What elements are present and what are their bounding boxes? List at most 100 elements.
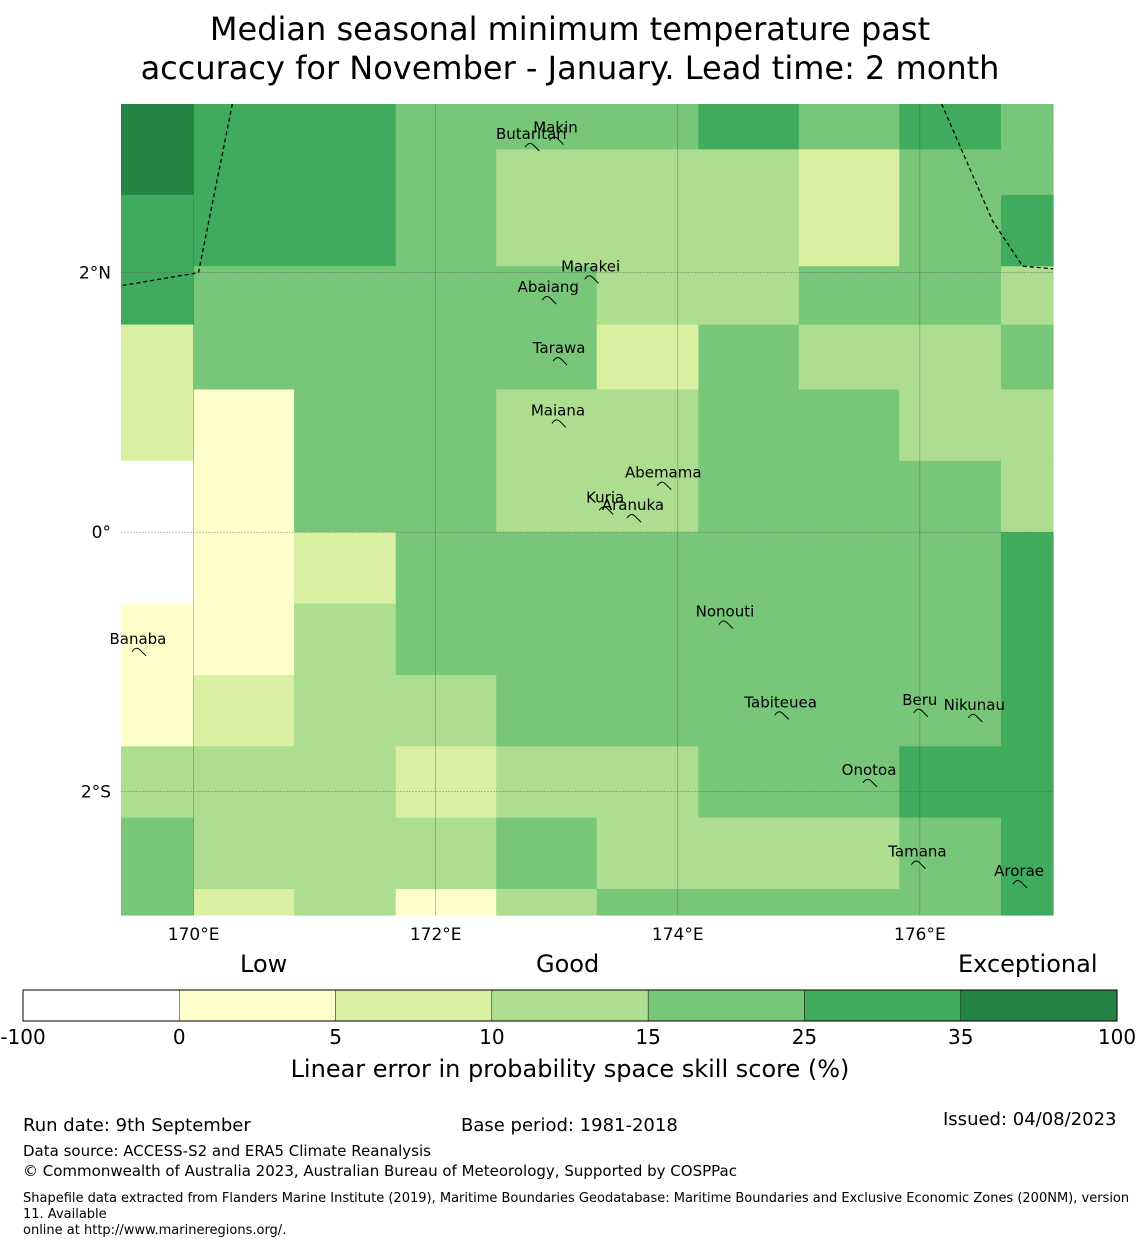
- skill-cell: [899, 194, 1002, 267]
- skill-cell: [121, 104, 195, 151]
- colorbar-tick-label: -100: [0, 1025, 45, 1049]
- skill-cell: [1000, 324, 1054, 391]
- skill-cell: [1000, 603, 1054, 676]
- island-label: Tamana: [887, 843, 946, 861]
- island-label: Onotoa: [842, 761, 897, 779]
- island-outline: [774, 711, 790, 720]
- skill-cell: [798, 532, 900, 605]
- colorbar-tick-label: 25: [792, 1025, 817, 1049]
- skill-cell: [121, 149, 195, 196]
- skill-cell: [798, 389, 900, 462]
- skill-cell: [1000, 104, 1054, 151]
- skill-cell: [395, 104, 497, 151]
- island-label: Makin: [533, 119, 578, 137]
- skill-cell: [193, 674, 295, 747]
- island-outline: [913, 708, 929, 718]
- colorbar-segment: [335, 989, 493, 1022]
- skill-cell: [596, 266, 699, 326]
- shapefile-credit-line-2: online at http://www.marineregions.org/.: [23, 1223, 287, 1238]
- colorbar-segment: [804, 989, 961, 1022]
- island-outline: [656, 481, 672, 491]
- skill-cell: [395, 389, 497, 462]
- skill-cell: [596, 746, 699, 819]
- colorbar-frame: [22, 989, 1118, 1022]
- skill-cell: [899, 460, 1002, 533]
- skill-cell: [1000, 266, 1054, 326]
- skill-cell: [899, 817, 1002, 890]
- island-label: Beru: [902, 691, 937, 709]
- colorbar-segment: [491, 989, 649, 1022]
- colorbar-tick-label: 10: [479, 1025, 504, 1049]
- skill-cell: [899, 389, 1002, 462]
- island-label: Nonouti: [696, 603, 755, 621]
- longitude-tick-label: 172°E: [410, 925, 462, 945]
- skill-cell: [193, 266, 295, 326]
- skill-cell: [899, 266, 1002, 326]
- skill-cell: [193, 194, 295, 267]
- skill-cell: [596, 194, 699, 267]
- skill-cell: [496, 603, 598, 676]
- skill-cell: [596, 532, 699, 605]
- skill-cell: [596, 817, 699, 890]
- island-outline: [718, 620, 734, 629]
- skill-cell: [899, 149, 1002, 196]
- skill-cell: [698, 674, 800, 747]
- skill-cell: [121, 603, 195, 676]
- colorbar-tick-label: 100: [1098, 1025, 1136, 1049]
- skill-cell: [121, 389, 195, 462]
- skill-cell: [496, 889, 598, 916]
- skill-cell: [596, 460, 699, 533]
- eez-boundary-east: [941, 103, 1054, 270]
- skill-cell: [496, 746, 598, 819]
- skill-cell: [294, 104, 397, 151]
- island-outline: [598, 506, 614, 515]
- skill-cell: [899, 746, 1002, 819]
- title-line-2: accuracy for November - January. Lead ti…: [140, 49, 1000, 87]
- colorbar-title: Linear error in probability space skill …: [291, 1055, 850, 1083]
- skill-cell: [698, 104, 800, 151]
- skill-cell: [496, 149, 598, 196]
- colorbar-segment: [179, 989, 336, 1022]
- skill-cell: [1000, 460, 1054, 533]
- skill-cell: [798, 149, 900, 196]
- island-outline: [1012, 879, 1028, 889]
- skill-cell: [395, 324, 497, 391]
- island-outline: [911, 860, 926, 869]
- skill-cell: [193, 389, 295, 462]
- skill-cell: [294, 149, 397, 196]
- skill-cell: [294, 266, 397, 326]
- skill-cell: [395, 266, 497, 326]
- skill-cell: [496, 389, 598, 462]
- island-outline: [626, 514, 642, 523]
- island-label: Kuria: [586, 488, 624, 506]
- island-outline: [862, 778, 878, 788]
- skill-cell: [496, 532, 598, 605]
- skill-cell: [1000, 746, 1054, 819]
- skill-cell: [798, 603, 900, 676]
- skill-cell: [899, 532, 1002, 605]
- colorbar-segment: [22, 989, 180, 1022]
- island-label: Tabiteuea: [743, 693, 817, 711]
- skill-cell: [1000, 389, 1054, 462]
- skill-cell: [294, 603, 397, 676]
- skill-cell: [496, 460, 598, 533]
- skill-cell: [193, 104, 295, 151]
- skill-cell: [899, 603, 1002, 676]
- skill-cell: [395, 532, 497, 605]
- colorbar-category-good: Good: [536, 950, 600, 978]
- skill-cell: [596, 674, 699, 747]
- skill-cell: [193, 149, 295, 196]
- skill-cell: [294, 674, 397, 747]
- island-label: Arorae: [994, 862, 1044, 880]
- skill-cell: [698, 817, 800, 890]
- island-outline: [131, 647, 147, 657]
- island-label: Abaiang: [518, 278, 579, 296]
- skill-cell: [899, 889, 1002, 916]
- skill-cell: [395, 149, 497, 196]
- skill-cell: [496, 817, 598, 890]
- island-outline: [552, 357, 568, 366]
- longitude-tick-label: 176°E: [894, 925, 946, 945]
- skill-cell: [698, 194, 800, 267]
- skill-cell: [899, 674, 1002, 747]
- skill-cell: [395, 889, 497, 916]
